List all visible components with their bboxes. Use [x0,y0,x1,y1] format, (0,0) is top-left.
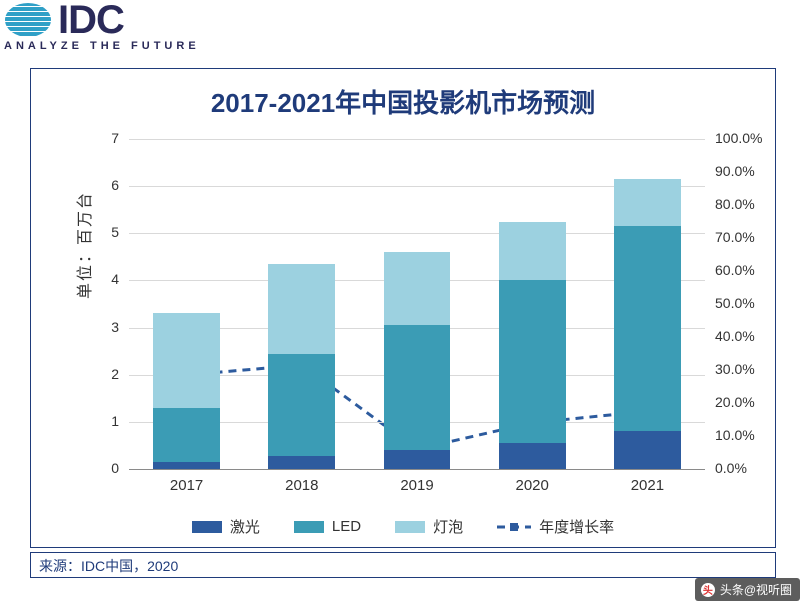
bar-seg-led [268,354,335,455]
xtick: 2020 [502,477,562,494]
bar-seg-laser [614,431,681,469]
watermark-text: 头条@视听圈 [720,581,792,598]
legend-item-laser: 激光 [192,516,260,537]
ytick-left: 0 [95,460,119,476]
ytick-left: 1 [95,413,119,429]
logo-brand: IDC [58,2,124,38]
legend-item-lamp: 灯泡 [395,516,463,537]
ytick-right: 30.0% [715,361,775,377]
bar-seg-lamp [499,222,566,281]
ytick-right: 60.0% [715,262,775,278]
toutiao-icon: 头 [701,583,715,597]
legend-item-growth: 年度增长率 [497,516,614,537]
ytick-right: 100.0% [715,130,775,146]
xtick: 2017 [157,477,217,494]
legend-item-led: LED [294,518,361,535]
idc-logo: IDC [4,2,200,38]
y-axis-left-label: 单位：百万台 [71,191,95,299]
ytick-left: 2 [95,366,119,382]
source-label: 来源： [39,558,81,574]
bar-seg-laser [268,456,335,469]
ytick-right: 40.0% [715,328,775,344]
logo-header: IDC ANALYZE THE FUTURE [4,2,200,52]
ytick-left: 5 [95,224,119,240]
ytick-right: 90.0% [715,163,775,179]
ytick-right: 10.0% [715,427,775,443]
chart-title: 2017-2021年中国投影机市场预测 [31,69,775,120]
ytick-left: 6 [95,177,119,193]
legend-swatch-laser [192,521,222,533]
logo-tagline: ANALYZE THE FUTURE [4,40,200,52]
bar-seg-led [153,408,220,462]
legend-line-growth [497,521,531,533]
source-box: 来源：IDC中国，2020 [30,552,776,578]
ytick-right: 80.0% [715,196,775,212]
ytick-left: 3 [95,319,119,335]
source-text: IDC中国，2020 [81,558,178,574]
ytick-right: 50.0% [715,295,775,311]
bar-seg-led [614,226,681,431]
bar-seg-laser [384,450,451,469]
xtick: 2021 [617,477,677,494]
ytick-right: 0.0% [715,460,775,476]
legend-label-led: LED [332,518,361,535]
bar-seg-laser [153,462,220,469]
legend-swatch-led [294,521,324,533]
ytick-left: 7 [95,130,119,146]
plot-area: 012345670.0%10.0%20.0%30.0%40.0%50.0%60.… [129,139,705,469]
bar-seg-lamp [614,179,681,226]
bar-seg-lamp [384,252,451,325]
bar-seg-lamp [268,264,335,355]
chart-container: 2017-2021年中国投影机市场预测 单位：百万台 012345670.0%1… [30,68,776,548]
watermark: 头 头条@视听圈 [695,578,800,601]
ytick-right: 20.0% [715,394,775,410]
bar-seg-lamp [153,313,220,407]
legend-swatch-lamp [395,521,425,533]
bar-seg-led [499,280,566,443]
bar-seg-laser [499,443,566,469]
xtick: 2018 [272,477,332,494]
legend-label-lamp: 灯泡 [433,516,463,537]
bar-seg-led [384,325,451,450]
xtick: 2019 [387,477,447,494]
ytick-left: 4 [95,271,119,287]
ytick-right: 70.0% [715,229,775,245]
legend-label-laser: 激光 [230,516,260,537]
legend: 激光 LED 灯泡 年度增长率 [31,516,775,537]
legend-label-growth: 年度增长率 [539,516,614,537]
globe-icon [4,2,52,38]
